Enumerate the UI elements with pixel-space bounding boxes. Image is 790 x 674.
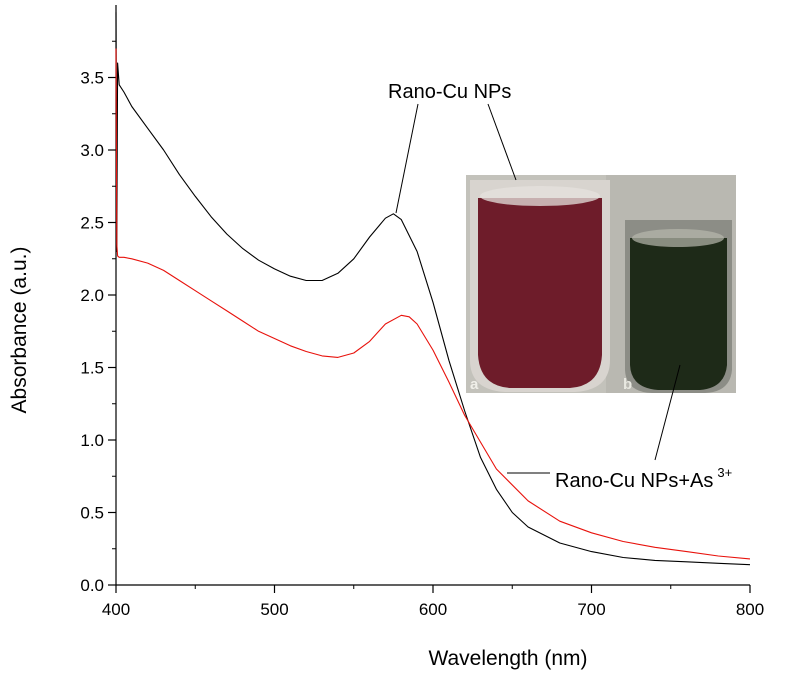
annotation-rano-cu-as-text: Rano-Cu NPs+As 3+ bbox=[555, 465, 732, 492]
vial-a-highlight bbox=[480, 186, 600, 206]
y-tick-label: 0.0 bbox=[80, 576, 104, 595]
y-tick-label: 1.0 bbox=[80, 431, 104, 450]
y-tick-label: 3.5 bbox=[80, 69, 104, 88]
vial-b-liquid bbox=[630, 238, 727, 390]
vial-a-liquid bbox=[478, 198, 602, 388]
x-axis-title: Wavelength (nm) bbox=[428, 647, 587, 670]
annotation-rano-cu-as-superscript: 3+ bbox=[717, 465, 732, 480]
y-ticks: 0.0 0.5 1.0 1.5 2.0 2.5 3.0 3.5 bbox=[80, 40, 116, 595]
y-tick-label: 2.5 bbox=[80, 214, 104, 233]
series-layer bbox=[115, 12, 751, 566]
inset-photo: a b bbox=[466, 175, 736, 393]
vial-b-highlight bbox=[632, 229, 724, 247]
x-tick-label: 500 bbox=[260, 600, 288, 619]
annotation-rano-cu-as: Rano-Cu NPs+As 3+ bbox=[507, 364, 732, 492]
annotation-rano-cu-as-main: Rano-Cu NPs+As bbox=[555, 470, 713, 492]
annotation-rano-cu-text: Rano-Cu NPs bbox=[388, 81, 511, 103]
annotation-rano-cu-as-pointer bbox=[654, 364, 681, 461]
y-tick-label: 0.5 bbox=[80, 504, 104, 523]
vial-a-label: a bbox=[470, 376, 479, 393]
x-tick-label: 400 bbox=[102, 600, 130, 619]
y-axis-title: Absorbance (a.u.) bbox=[8, 247, 31, 414]
x-ticks: 400 500 600 700 800 bbox=[102, 585, 764, 619]
vial-b-label: b bbox=[623, 376, 632, 393]
x-tick-label: 700 bbox=[577, 600, 605, 619]
y-tick-label: 2.0 bbox=[80, 286, 104, 305]
y-tick-label: 3.0 bbox=[80, 141, 104, 160]
annotation-rano-cu: Rano-Cu NPs bbox=[388, 81, 517, 214]
series-line-rano-cu bbox=[115, 12, 751, 566]
series-line-rano-cu-as bbox=[115, 48, 751, 560]
x-tick-label: 600 bbox=[419, 600, 447, 619]
y-tick-label: 1.5 bbox=[80, 359, 104, 378]
x-tick-label: 800 bbox=[736, 600, 764, 619]
annotation-rano-cu-leader bbox=[395, 103, 419, 214]
annotation-rano-cu-pointer bbox=[487, 103, 517, 181]
